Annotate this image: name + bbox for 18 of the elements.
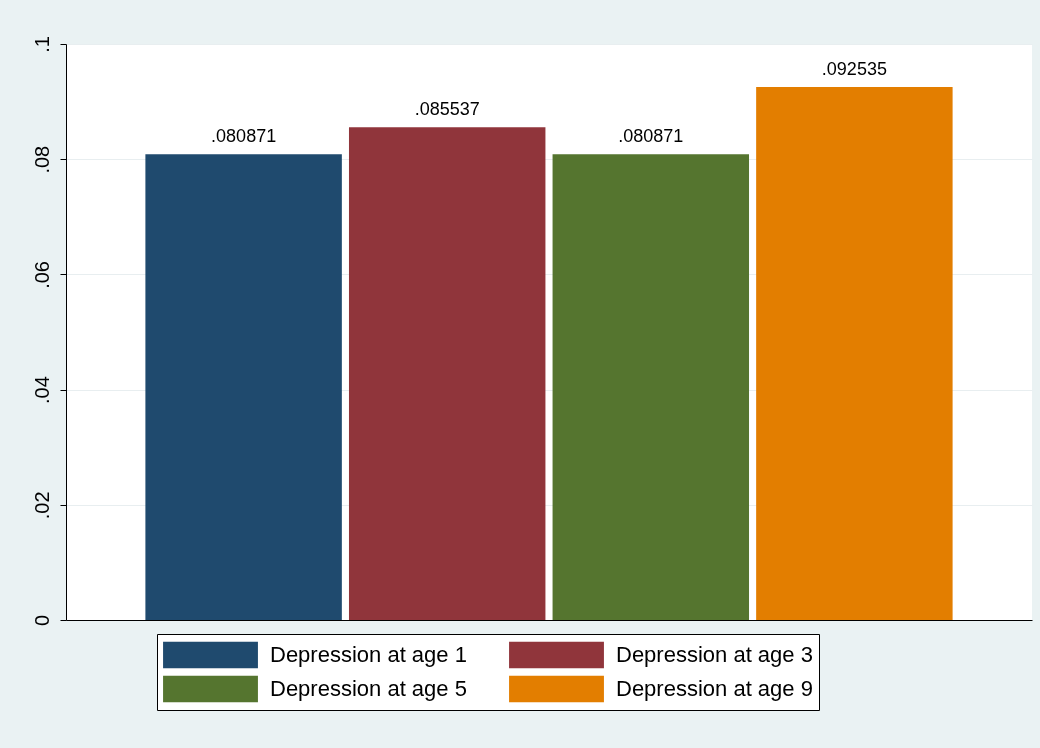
- data-label: .080871: [211, 126, 277, 147]
- bar: [145, 154, 342, 620]
- y-tick-label: .08: [30, 145, 53, 174]
- y-tick-label: .06: [30, 260, 53, 289]
- data-label: .085537: [414, 99, 480, 120]
- y-tick-label: 0: [30, 614, 53, 627]
- bar: [552, 154, 750, 620]
- legend-label: Depression at age 1: [270, 642, 467, 667]
- bar: [348, 127, 546, 620]
- legend-label: Depression at age 5: [270, 676, 467, 701]
- y-tick-label: .1: [30, 36, 53, 53]
- data-label: .092535: [821, 59, 887, 79]
- data-label: .080871: [618, 126, 684, 147]
- legend-label: Depression at age 3: [616, 642, 813, 667]
- y-tick-label: .04: [30, 376, 53, 405]
- bar: [756, 87, 953, 620]
- legend-label: Depression at age 9: [616, 676, 813, 701]
- y-tick-label: .02: [30, 491, 53, 520]
